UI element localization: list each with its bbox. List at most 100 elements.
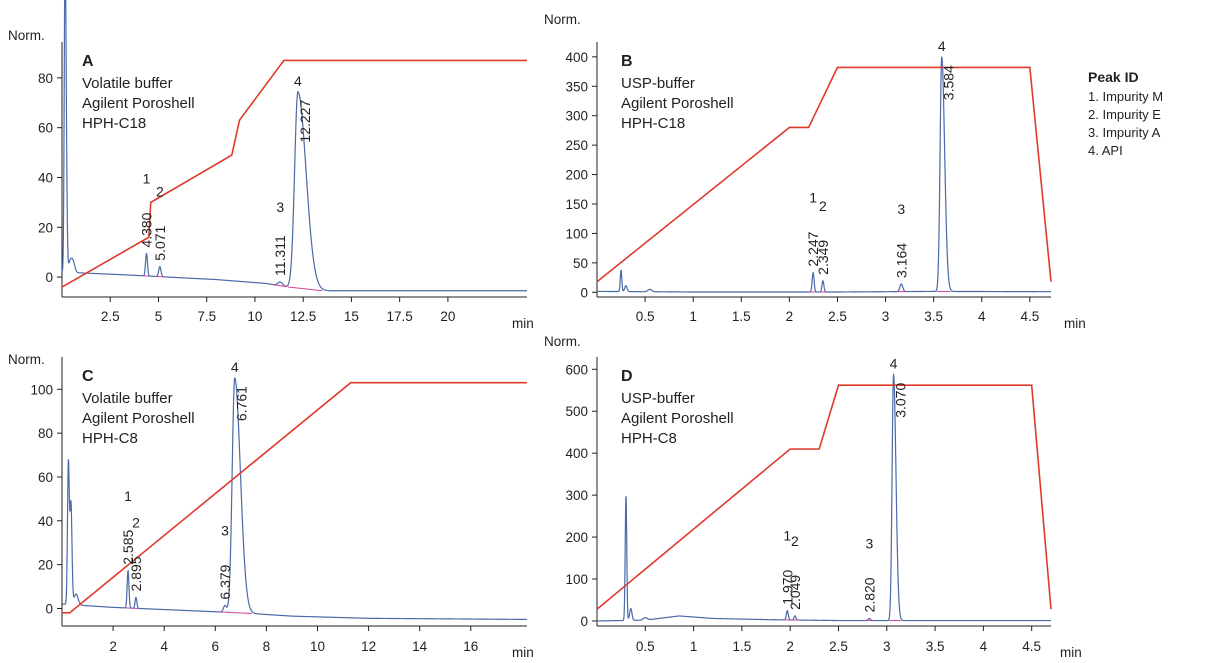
x-tick-label: 2.5 [828, 309, 847, 324]
y-tick-label: 80 [38, 426, 53, 441]
chromatogram-signal [597, 56, 1051, 293]
x-tick-label: 4 [980, 639, 988, 654]
panel-description-line: Agilent Poroshell [621, 410, 734, 427]
x-tick-label: 0.5 [636, 639, 655, 654]
y-tick-label: 60 [38, 470, 53, 485]
x-tick-label: 2.5 [101, 309, 120, 324]
x-axis-label: min [1064, 316, 1086, 331]
legend-item-1: 1. Impurity M [1088, 89, 1163, 104]
y-tick-label: 80 [38, 71, 53, 86]
x-axis-label: min [512, 316, 534, 331]
peak-id-legend: Peak ID 1. Impurity M 2. Impurity E 3. I… [1088, 69, 1163, 158]
y-tick-label: 100 [30, 382, 53, 397]
legend-item-4: 4. API [1088, 143, 1123, 158]
x-tick-label: 10 [310, 639, 325, 654]
y-tick-label: 0 [45, 601, 53, 616]
panel-description-line: HPH-C8 [82, 430, 138, 447]
y-tick-label: 20 [38, 220, 53, 235]
peak-retention-time: 3.164 [893, 243, 909, 278]
x-tick-label: 2 [786, 309, 794, 324]
peak-id-label: 2 [819, 198, 827, 214]
y-axis-label: Norm. [8, 28, 45, 43]
y-tick-label: 150 [565, 197, 588, 212]
x-tick-label: 5 [155, 309, 163, 324]
peak-retention-time: 2.247 [805, 231, 821, 266]
x-tick-label: 3.5 [924, 309, 943, 324]
y-tick-label: 400 [565, 50, 588, 65]
peak-retention-time: 6.379 [217, 564, 233, 599]
y-tick-label: 500 [565, 404, 588, 419]
x-tick-label: 2 [109, 639, 117, 654]
peak-id-label: 3 [866, 535, 874, 551]
peak-id-label: 1 [143, 171, 151, 187]
x-tick-label: 3 [883, 639, 891, 654]
panel-a: 0 20 40 60 80 2.5 5 7.5 10 12.5 15 17.5 20 Norm. min AV… [8, 0, 534, 331]
y-tick-label: 50 [573, 256, 588, 271]
x-tick-label: 3 [882, 309, 890, 324]
x-tick-label: 8 [263, 639, 271, 654]
peak-id-label: 4 [231, 359, 239, 375]
x-tick-label: 1.5 [732, 309, 751, 324]
x-tick-label: 4.5 [1020, 309, 1039, 324]
peak-id-label: 3 [897, 201, 905, 217]
peak-retention-time: 2.585 [120, 530, 136, 565]
x-tick-label: 0.5 [636, 309, 655, 324]
panel-letter: C [82, 368, 94, 385]
panel-description-line: USP-buffer [621, 75, 695, 92]
y-tick-label: 250 [565, 138, 588, 153]
peak-retention-time: 2.895 [128, 556, 144, 591]
panel-description-line: Volatile buffer [82, 390, 173, 407]
peak-id-label: 1 [809, 190, 817, 206]
panel-description-line: HPH-C18 [82, 115, 146, 132]
x-tick-label: 15 [344, 309, 359, 324]
peak-id-label: 1 [783, 528, 791, 544]
x-tick-label: 17.5 [387, 309, 413, 324]
y-axis-label: Norm. [8, 352, 45, 367]
x-tick-label: 1.5 [733, 639, 752, 654]
integration-baseline [227, 611, 252, 615]
y-axis-label: Norm. [544, 334, 581, 349]
x-axis-label: min [1060, 645, 1082, 660]
y-tick-label: 0 [45, 270, 53, 285]
gradient-trace [62, 381, 527, 614]
y-tick-label: 350 [565, 79, 588, 94]
y-tick-label: 100 [565, 226, 588, 241]
peak-retention-time: 1.970 [779, 569, 795, 604]
peak-id-label: 4 [938, 38, 946, 54]
panel-description-line: Agilent Poroshell [621, 95, 734, 112]
panel-description-line: HPH-C8 [621, 430, 677, 447]
gradient-trace [596, 66, 1052, 283]
x-tick-label: 4 [978, 309, 986, 324]
y-axis-label: Norm. [544, 12, 581, 27]
y-tick-label: 200 [565, 168, 588, 183]
peak-id-label: 3 [276, 199, 284, 215]
integration-baseline [288, 286, 323, 292]
peak-id-label: 4 [890, 356, 898, 372]
panel-description-line: Agilent Poroshell [82, 95, 195, 112]
y-tick-label: 40 [38, 514, 53, 529]
peak-id-label: 2 [132, 514, 140, 530]
x-tick-label: 2 [786, 639, 794, 654]
integration-baseline [273, 284, 288, 288]
peak-retention-time: 2.049 [787, 575, 803, 610]
x-tick-label: 20 [440, 309, 455, 324]
peak-retention-time: 4.380 [139, 212, 155, 247]
panel-letter: B [621, 53, 633, 70]
panel-b: 0 50 100 150 200 250 300 350 400 0.5 1 1.5 2 2.5 3 3.5 4… [544, 12, 1086, 331]
x-tick-label: 1 [689, 309, 697, 324]
panel-description-line: USP-buffer [621, 390, 695, 407]
gradient-trace [596, 384, 1052, 610]
chromatogram-signal [61, 0, 527, 292]
x-tick-label: 1 [690, 639, 698, 654]
peak-retention-time: 11.311 [272, 235, 288, 276]
x-tick-label: 14 [412, 639, 428, 654]
y-tick-label: 300 [565, 488, 588, 503]
x-axis-label: min [512, 645, 534, 660]
x-tick-label: 16 [463, 639, 478, 654]
gradient-trace [61, 59, 527, 288]
panel-d: 0 100 200 300 400 500 600 0.5 1 1.5 2 2.5 3 3.5 4 4.5 No… [544, 334, 1082, 660]
peak-retention-time: 2.349 [815, 240, 831, 275]
chromatogram-signal [61, 377, 527, 621]
